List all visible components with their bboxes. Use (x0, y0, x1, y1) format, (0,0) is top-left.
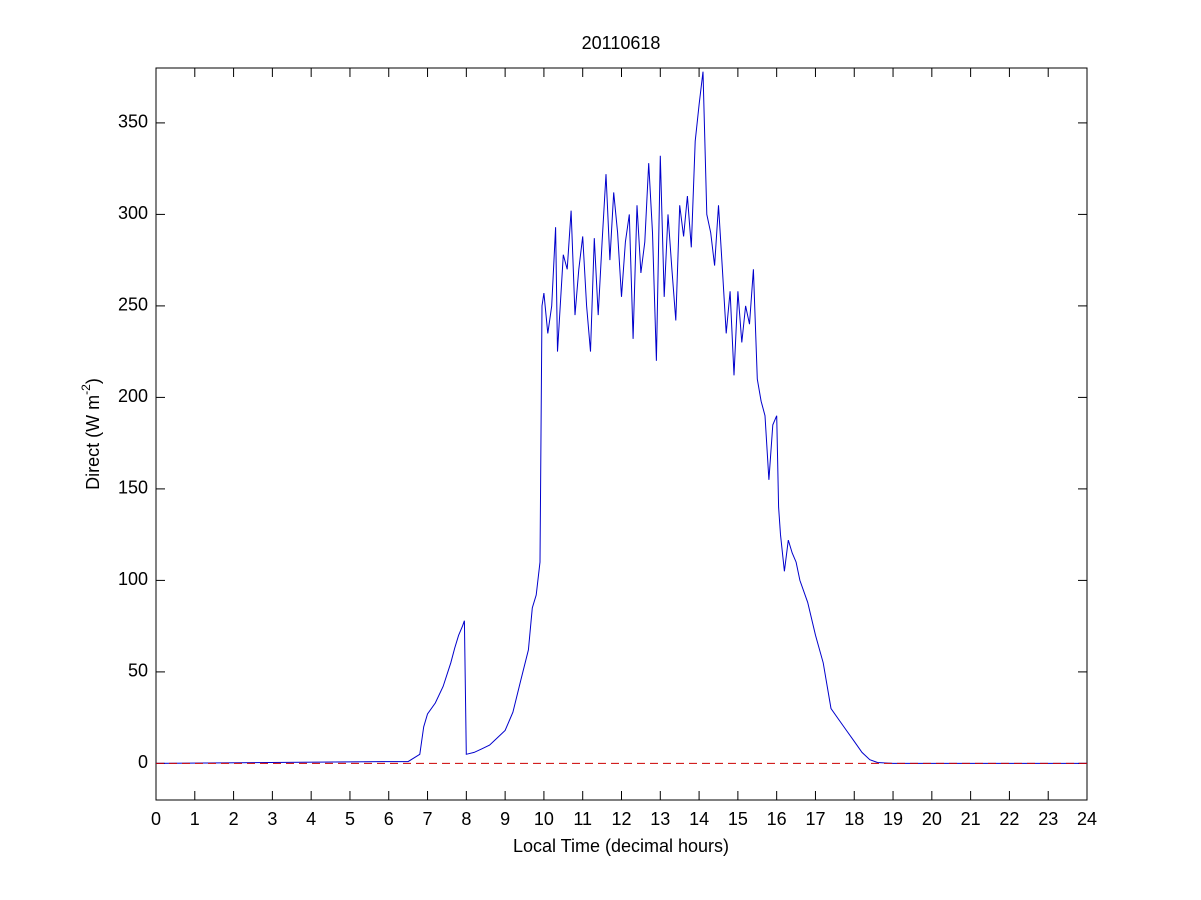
x-tick-label: 19 (883, 809, 903, 829)
x-tick-label: 16 (767, 809, 787, 829)
x-tick-label: 9 (500, 809, 510, 829)
x-tick-label: 18 (844, 809, 864, 829)
y-tick-label: 50 (128, 661, 148, 681)
y-tick-label: 200 (118, 386, 148, 406)
x-tick-label: 10 (534, 809, 554, 829)
x-tick-label: 12 (611, 809, 631, 829)
x-tick-label: 8 (461, 809, 471, 829)
x-tick-label: 13 (650, 809, 670, 829)
x-tick-label: 23 (1038, 809, 1058, 829)
x-tick-label: 2 (229, 809, 239, 829)
x-tick-label: 11 (573, 809, 592, 829)
x-tick-label: 6 (384, 809, 394, 829)
y-axis-label-end: ) (83, 378, 103, 384)
plot-frame (155, 67, 1088, 801)
x-tick-label: 20 (922, 809, 942, 829)
data-line (155, 71, 1087, 764)
x-tick-label: 0 (151, 809, 161, 829)
x-tick-label: 14 (689, 809, 709, 829)
x-tick-label: 17 (805, 809, 825, 829)
y-tick-label: 250 (118, 295, 148, 315)
x-tick-label: 7 (423, 809, 433, 829)
x-tick-label: 1 (190, 809, 200, 829)
y-tick-label: 300 (118, 203, 148, 223)
x-tick-label: 4 (306, 809, 316, 829)
y-axis-label: Direct (W m-2) (79, 378, 103, 490)
y-axis-label-superscript: -2 (79, 384, 93, 395)
x-tick-label: 5 (345, 809, 355, 829)
x-tick-label: 3 (267, 809, 277, 829)
chart-title: 20110618 (582, 33, 661, 53)
x-tick-label: 15 (728, 809, 748, 829)
y-tick-label: 350 (118, 112, 148, 132)
x-axis-label: Local Time (decimal hours) (513, 836, 729, 856)
y-tick-label: 150 (118, 478, 148, 498)
y-tick-label: 100 (118, 569, 148, 589)
x-tick-label: 22 (999, 809, 1019, 829)
y-tick-label: 0 (138, 752, 148, 772)
y-axis-label-text: Direct (W m (83, 395, 103, 490)
x-tick-label: 24 (1077, 809, 1097, 829)
x-tick-label: 21 (961, 809, 981, 829)
